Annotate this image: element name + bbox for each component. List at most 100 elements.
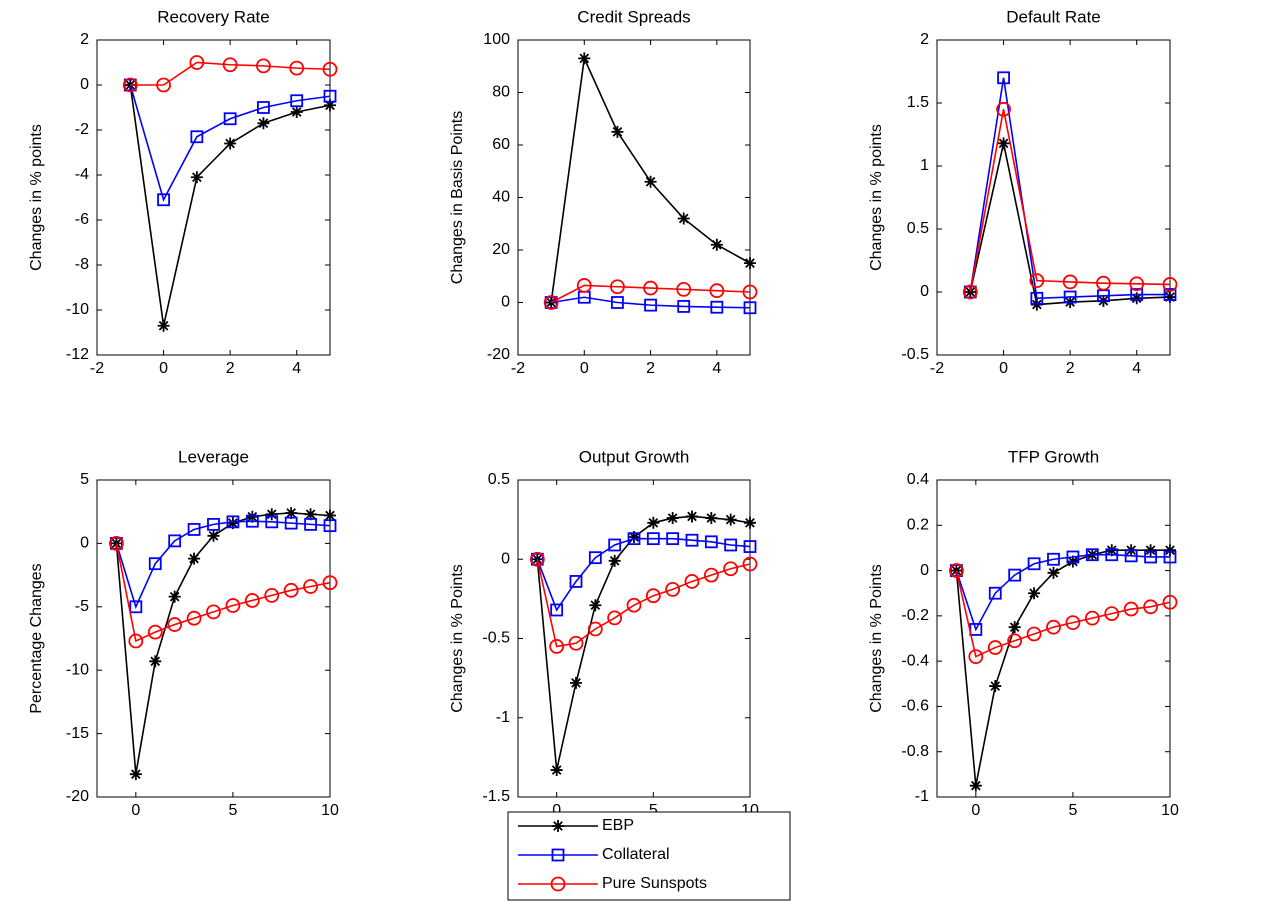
y-tick-label: 80 — [492, 84, 510, 101]
marker-circle — [1062, 274, 1078, 290]
marker-square — [1085, 548, 1099, 562]
marker-star — [744, 516, 756, 529]
marker-square — [1066, 550, 1080, 564]
marker-star — [705, 512, 718, 525]
marker-circle — [703, 567, 719, 583]
x-tick-label: 0 — [999, 360, 1008, 377]
marker-circle — [283, 582, 299, 598]
marker-star — [628, 531, 640, 544]
y-tick-label: 2 — [920, 31, 929, 48]
x-tick-label: -2 — [511, 360, 525, 377]
marker-circle — [244, 593, 260, 608]
marker-square — [743, 540, 757, 553]
chart-title: Output Growth — [579, 447, 690, 466]
marker-circle — [676, 281, 692, 297]
y-tick-label: -2 — [75, 121, 89, 138]
x-tick-label: 5 — [649, 802, 658, 819]
y-axis-label: Percentage Changes — [28, 563, 45, 713]
marker-circle — [568, 635, 584, 651]
marker-star — [168, 590, 181, 603]
marker-square — [644, 298, 657, 312]
y-tick-label: -20 — [66, 788, 89, 805]
x-tick-label: 5 — [228, 802, 237, 819]
y-tick-label: -0.2 — [901, 607, 929, 624]
series-line — [115, 520, 331, 610]
marker-square — [129, 600, 143, 614]
marker-square — [1030, 291, 1044, 305]
x-tick-label: 0 — [552, 802, 561, 819]
marker-square — [627, 532, 641, 546]
y-tick-label: 0.5 — [907, 220, 929, 237]
marker-square — [997, 71, 1010, 85]
marker-circle — [1007, 633, 1023, 649]
chart-title: Default Rate — [1006, 7, 1101, 26]
y-tick-label: 20 — [492, 241, 510, 258]
y-tick-label: -12 — [66, 346, 89, 363]
y-tick-label: -0.8 — [901, 743, 929, 760]
series-line — [115, 543, 331, 643]
marker-star — [647, 516, 660, 529]
marker-square — [157, 193, 170, 207]
marker-square — [245, 514, 259, 528]
marker-square — [187, 523, 201, 536]
y-tick-label: -4 — [75, 166, 89, 183]
plot-area — [96, 39, 331, 356]
marker-square — [646, 532, 660, 546]
marker-star — [644, 175, 657, 188]
marker-star — [969, 779, 982, 792]
marker-square — [1163, 288, 1177, 301]
series-line — [969, 109, 1171, 293]
marker-star — [578, 52, 591, 65]
marker-star — [190, 171, 203, 184]
marker-circle — [996, 101, 1011, 117]
y-tick-label: -6 — [75, 211, 89, 228]
marker-square — [569, 575, 583, 588]
marker-square — [168, 534, 182, 548]
x-tick-label: 10 — [1161, 802, 1179, 819]
y-tick-label: -0.5 — [901, 346, 929, 363]
x-tick-label: -2 — [90, 360, 104, 377]
marker-circle — [987, 640, 1003, 655]
marker-circle — [256, 58, 271, 74]
marker-star — [224, 137, 237, 150]
marker-circle — [109, 536, 124, 551]
marker-star — [550, 764, 563, 777]
marker-circle — [128, 633, 144, 649]
marker-square — [724, 538, 738, 552]
x-tick-label: 2 — [1066, 360, 1075, 377]
marker-circle — [607, 610, 623, 626]
marker-square — [110, 537, 123, 550]
y-tick-label: -10 — [66, 301, 89, 318]
marker-circle — [643, 280, 658, 296]
marker-star — [1066, 555, 1079, 568]
marker-star — [686, 510, 698, 523]
marker-circle — [122, 77, 138, 93]
marker-square — [148, 557, 162, 571]
x-tick-label: 2 — [646, 360, 655, 377]
marker-star — [611, 125, 624, 138]
x-tick-label: 4 — [712, 360, 721, 377]
marker-square — [1124, 549, 1138, 563]
marker-square — [1063, 290, 1077, 304]
marker-star — [666, 512, 679, 525]
marker-circle — [1104, 606, 1120, 621]
marker-square — [1027, 557, 1041, 571]
marker-star — [531, 553, 544, 566]
y-axis-label: Changes in % Points — [449, 564, 466, 713]
marker-square — [257, 101, 270, 114]
plot-area — [936, 479, 1171, 798]
marker-circle — [576, 278, 592, 293]
x-tick-label: 5 — [1068, 802, 1077, 819]
marker-square — [323, 89, 337, 103]
y-axis-label: Changes in % Points — [868, 564, 885, 713]
y-tick-label: 0 — [80, 535, 89, 552]
marker-circle — [709, 283, 725, 299]
marker-square — [551, 848, 565, 862]
marker-square — [608, 538, 622, 552]
series-line — [969, 77, 1170, 300]
marker-star — [677, 212, 690, 225]
marker-square — [588, 551, 602, 565]
marker-circle — [962, 284, 978, 300]
y-tick-label: 0 — [501, 294, 510, 311]
marker-square — [677, 300, 691, 313]
